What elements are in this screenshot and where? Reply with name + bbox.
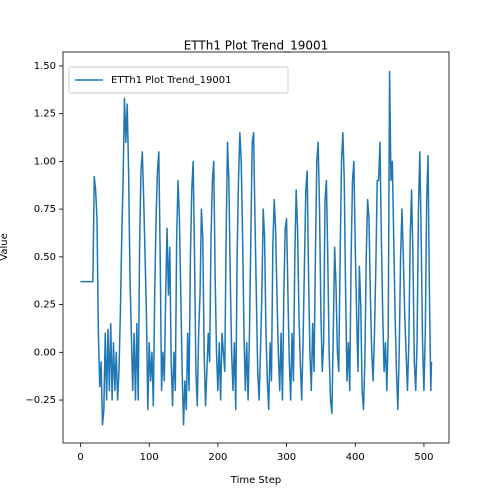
y-tick-label: 0.75 [34, 204, 56, 215]
y-tick-label: 0.00 [34, 347, 56, 358]
legend-box [68, 66, 289, 94]
x-tick-label: 500 [414, 452, 433, 463]
x-tick-label: 0 [77, 452, 83, 463]
chart-title: ETTh1 Plot Trend_19001 [184, 39, 329, 53]
y-tick-label: 1.25 [34, 109, 56, 120]
legend-label: ETTh1 Plot Trend_19001 [111, 75, 231, 86]
y-tick-label: 0.50 [34, 252, 56, 263]
x-tick-label: 200 [208, 452, 227, 463]
x-tick-label: 100 [140, 452, 159, 463]
y-tick-label: −0.25 [25, 395, 56, 406]
y-axis-label: Value [0, 233, 10, 260]
y-tick-label: 0.25 [34, 300, 56, 311]
line-series [80, 70, 433, 426]
x-tick-label: 400 [346, 452, 365, 463]
plot-frame [62, 51, 450, 444]
y-tick-label: 1.50 [34, 61, 56, 72]
y-tick-label: 1.00 [34, 156, 56, 167]
x-tick-label: 300 [277, 452, 296, 463]
x-axis-label: Time Step [230, 475, 281, 486]
